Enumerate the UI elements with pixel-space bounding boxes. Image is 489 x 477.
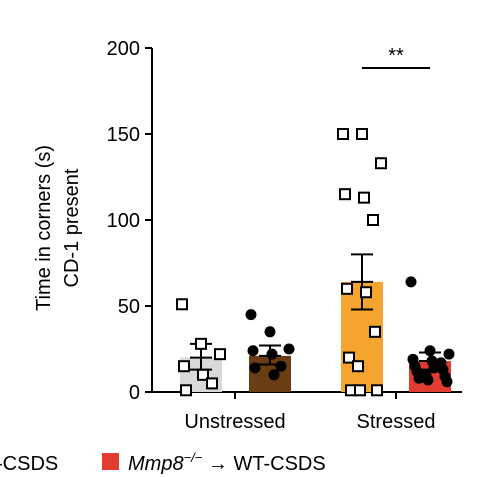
data-point-circle [266, 348, 278, 360]
data-point-square [367, 214, 379, 226]
y-axis-label-line1: Time in corners (s) [33, 145, 55, 311]
legend-label-ko-genotype: −/− [184, 450, 203, 465]
data-point-circle [428, 362, 440, 374]
data-point-circle [424, 345, 436, 357]
legend-swatch-ko-stressed [102, 453, 119, 470]
y-tick-label: 0 [129, 382, 140, 404]
data-point-circle [247, 345, 259, 357]
data-point-square [195, 337, 207, 350]
data-point-circle [264, 326, 276, 338]
y-tick-label: 50 [118, 296, 140, 318]
data-point-square [341, 282, 353, 295]
x-category-label-stressed: Stressed [357, 411, 436, 433]
data-point-square [375, 157, 387, 170]
data-point-circle [249, 362, 261, 374]
data-point-circle [283, 343, 295, 355]
data-point-circle [245, 309, 257, 321]
data-point-square [176, 298, 188, 311]
y-tick-label: 200 [107, 38, 140, 60]
data-point-square [371, 384, 383, 397]
data-point-circle [275, 360, 287, 372]
data-point-square [197, 368, 209, 381]
data-point-square [180, 384, 192, 397]
data-point-square [339, 188, 351, 201]
y-tick-label: 150 [107, 124, 140, 146]
data-point-circle [413, 372, 425, 384]
data-point-square [343, 351, 355, 364]
legend-label-wt: -CSDS [0, 453, 58, 475]
legend-label-ko-condition: → WT-CSDS [202, 453, 325, 475]
data-point-square [360, 286, 372, 299]
data-point-circle [422, 374, 434, 386]
data-point-square [358, 191, 370, 204]
data-point-square [337, 128, 349, 140]
data-point-circle [405, 276, 417, 288]
data-point-square [354, 384, 366, 397]
x-category-label-unstressed: Unstressed [184, 411, 285, 433]
plot-area: 0 50 100 150 200 [107, 38, 462, 404]
data-point-square [352, 360, 364, 373]
legend-label-ko: Mmp8−/− → WT-CSDS [128, 450, 326, 475]
significance-label: ** [388, 45, 404, 67]
data-point-square [356, 128, 368, 140]
data-point-square [369, 325, 381, 338]
data-point-circle [441, 376, 453, 388]
data-point-square [178, 360, 190, 373]
data-point-circle [443, 348, 455, 360]
data-point-circle [268, 369, 280, 381]
data-point-square [214, 348, 226, 361]
y-tick-label: 100 [107, 210, 140, 232]
y-axis-label-line2: CD-1 present [61, 168, 83, 287]
data-point-square [206, 377, 218, 390]
legend-label-ko-gene: Mmp8 [128, 453, 184, 475]
